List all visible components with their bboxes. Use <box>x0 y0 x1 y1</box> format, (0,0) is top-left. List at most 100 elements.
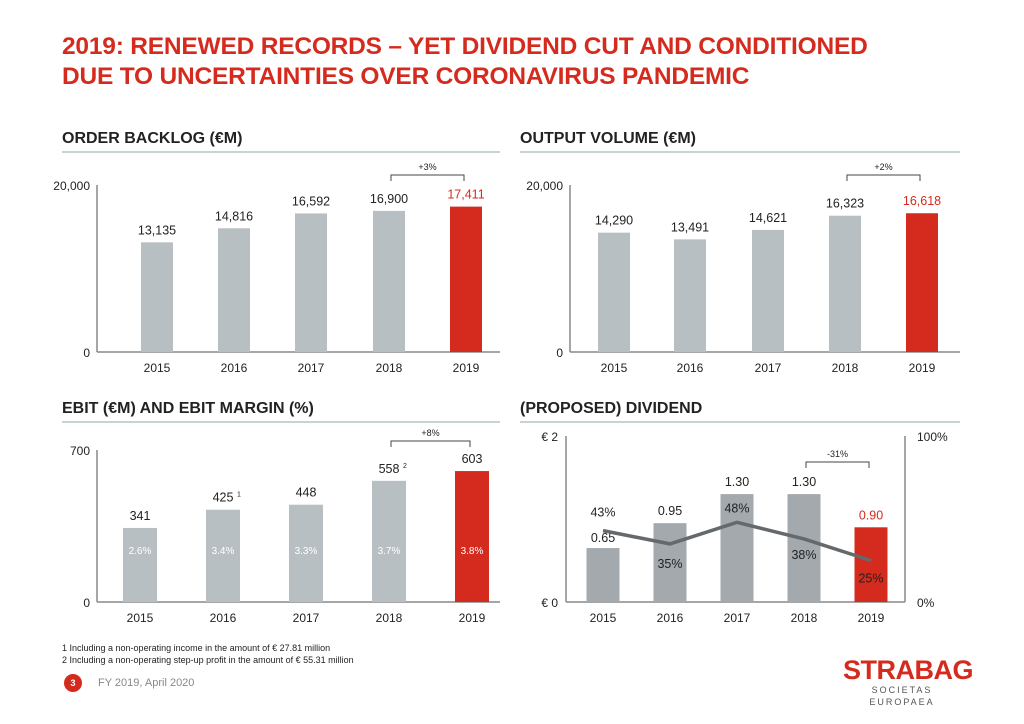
x-tick-label: 2015 <box>601 361 628 375</box>
bar-2015 <box>141 242 173 352</box>
bar-2018 <box>829 215 861 352</box>
bar-2015 <box>598 232 630 352</box>
growth-label: +2% <box>874 162 892 172</box>
data-label: 13,491 <box>671 220 709 234</box>
x-tick-label: 2017 <box>724 611 751 625</box>
bar-2018 <box>373 210 405 352</box>
x-tick-label: 2017 <box>755 361 782 375</box>
payout-ratio-label: 43% <box>590 506 615 520</box>
bar-2017 <box>720 494 754 602</box>
x-tick-label: 2016 <box>657 611 684 625</box>
page-info: FY 2019, April 2020 <box>98 677 195 689</box>
bar-2016 <box>674 239 706 352</box>
data-label: 14,816 <box>215 209 253 223</box>
y-tick-label: 20,000 <box>53 179 90 193</box>
ebit-margin-label: 2.6% <box>129 546 152 557</box>
x-tick-label: 2018 <box>791 611 818 625</box>
payout-ratio-label: 35% <box>657 557 682 571</box>
bar-2017 <box>289 504 323 602</box>
data-label: 1.30 <box>725 475 749 489</box>
data-label: 425 <box>213 491 234 505</box>
ebit-margin-label: 3.4% <box>212 546 235 557</box>
x-tick-label: 2019 <box>453 361 480 375</box>
data-label: 14,621 <box>749 211 787 225</box>
x-tick-label: 2017 <box>293 611 320 625</box>
data-label: 14,290 <box>595 214 633 228</box>
page-number-badge: 3 <box>64 674 82 692</box>
bar-2016 <box>218 228 250 352</box>
data-label: 341 <box>130 509 151 523</box>
ebit-margin-label: 3.3% <box>295 546 318 557</box>
x-tick-label: 2018 <box>376 611 403 625</box>
x-tick-label: 2019 <box>858 611 885 625</box>
data-label: 16,900 <box>370 192 408 206</box>
y-tick-label: 0 <box>556 346 563 360</box>
logo-subtitle: SOCIETAS EUROPAEA <box>869 685 935 707</box>
growth-bracket <box>846 174 921 181</box>
dividend-divider <box>520 421 960 423</box>
dividend-title: (PROPOSED) DIVIDEND <box>520 400 703 417</box>
bar-2017 <box>752 229 784 352</box>
footnote-1: 1 Including a non-operating income in th… <box>62 643 331 653</box>
bar-2016 <box>206 509 240 602</box>
bar-2017 <box>295 213 327 352</box>
data-label: 1.30 <box>792 475 816 489</box>
data-label: 558 <box>379 462 400 476</box>
x-tick-label: 2015 <box>127 611 154 625</box>
payout-ratio-label: 48% <box>724 501 749 515</box>
x-tick-label: 2016 <box>210 611 237 625</box>
order-backlog-title: ORDER BACKLOG (€M) <box>62 130 243 147</box>
output-volume-title: OUTPUT VOLUME (€M) <box>520 130 696 147</box>
bar-2019 <box>854 527 888 602</box>
footnote-superscript: 2 <box>403 463 407 470</box>
order-backlog-divider <box>62 151 500 153</box>
strabag-logo: STRABAG SOCIETAS EUROPAEA <box>843 655 974 708</box>
x-tick-label: 2019 <box>909 361 936 375</box>
data-label: 0.90 <box>859 508 883 522</box>
bar-2019 <box>455 471 489 602</box>
growth-label: -31% <box>827 449 848 459</box>
data-label: 17,411 <box>447 188 484 202</box>
data-label: 0.65 <box>591 531 615 545</box>
bar-2019 <box>450 206 482 352</box>
footnote-2: 2 Including a non-operating step-up prof… <box>62 655 354 665</box>
data-label: 16,323 <box>826 197 864 211</box>
y-tick-label: 20,000 <box>526 179 563 193</box>
data-label: 0.95 <box>658 504 682 518</box>
ebit-margin-label: 3.8% <box>461 546 484 557</box>
growth-label: +8% <box>421 428 439 438</box>
data-label: 16,592 <box>292 194 330 208</box>
x-tick-label: 2018 <box>832 361 859 375</box>
data-label: 13,135 <box>138 223 176 237</box>
growth-bracket <box>390 174 465 181</box>
output-volume-divider <box>520 151 960 153</box>
y-tick-label-right: 0% <box>917 596 935 610</box>
bar-2015 <box>586 548 620 602</box>
y-tick-label: 0 <box>83 596 90 610</box>
x-tick-label: 2018 <box>376 361 403 375</box>
bar-2019 <box>906 213 938 352</box>
slide-title-line-2: DUE TO UNCERTAINTIES OVER CORONAVIRUS PA… <box>62 63 750 90</box>
growth-label: +3% <box>418 162 436 172</box>
x-tick-label: 2017 <box>298 361 325 375</box>
slide-title: 2019: RENEWED RECORDS – YET DIVIDEND CUT… <box>62 32 868 92</box>
payout-ratio-label: 38% <box>791 548 816 562</box>
x-tick-label: 2015 <box>590 611 617 625</box>
bar-2016 <box>653 523 687 602</box>
y-tick-label-right: 100% <box>917 430 948 444</box>
ebit-margin-label: 3.7% <box>378 546 401 557</box>
y-tick-label: € 2 <box>541 430 558 444</box>
x-tick-label: 2015 <box>144 361 171 375</box>
bar-2015 <box>123 527 157 602</box>
slide-title-line-1: 2019: RENEWED RECORDS – YET DIVIDEND CUT… <box>62 33 868 60</box>
data-label: 448 <box>296 486 317 500</box>
payout-ratio-line <box>602 520 872 563</box>
growth-bracket <box>805 461 870 468</box>
data-label: 16,618 <box>903 194 941 208</box>
y-tick-label: 0 <box>83 346 90 360</box>
logo-name: STRABAG <box>843 655 974 685</box>
bar-2018 <box>787 494 821 602</box>
x-tick-label: 2019 <box>459 611 486 625</box>
growth-bracket <box>390 440 471 447</box>
